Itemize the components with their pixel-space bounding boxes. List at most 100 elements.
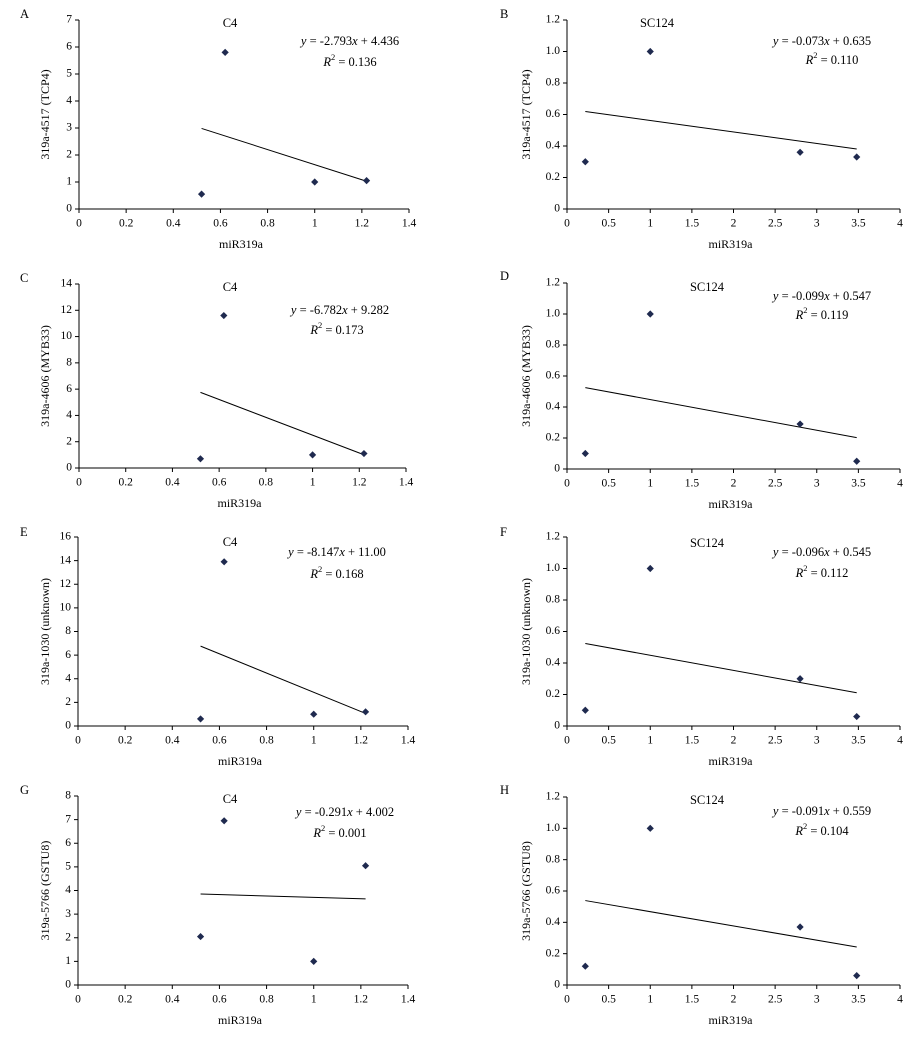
x-tick-label: 1 [310, 477, 316, 489]
trendline [200, 391, 365, 456]
trendline [585, 111, 857, 150]
x-tick-label: 1 [647, 994, 653, 1006]
regression-equation: y = -2.793x + 4.436 [299, 34, 399, 48]
chart-title: SC124 [690, 280, 725, 294]
data-point [361, 862, 370, 870]
regression-equation: y = -0.073x + 0.635 [771, 34, 871, 48]
x-tick-label: 1.4 [399, 477, 414, 489]
y-tick-label: 0.2 [546, 432, 561, 444]
y-axis-label: 319a-4517 (TCP4) [38, 69, 52, 159]
x-tick-label: 4 [897, 478, 903, 490]
data-point [221, 48, 229, 56]
data-point [362, 177, 371, 185]
x-axis-label: miR319a [709, 497, 754, 511]
data-point [311, 178, 319, 186]
r-squared-label: R2 = 0.119 [795, 305, 849, 322]
data-point [853, 457, 861, 465]
regression-equation: y = -0.091x + 0.559 [771, 804, 871, 818]
chart-title: SC124 [690, 536, 725, 550]
trendline [201, 127, 367, 182]
y-tick-label: 0.2 [546, 947, 561, 959]
x-tick-label: 0.5 [601, 994, 616, 1006]
y-tick-label: 8 [65, 625, 71, 637]
y-tick-label: 1.2 [546, 791, 561, 803]
y-tick-label: 12 [61, 304, 73, 316]
data-point [646, 564, 654, 573]
data-point [360, 449, 368, 458]
x-tick-label: 0.6 [212, 477, 227, 489]
x-tick-label: 1.4 [401, 735, 416, 747]
y-tick-label: 14 [61, 278, 73, 290]
y-tick-label: 1.2 [546, 531, 561, 543]
x-tick-label: 0.2 [118, 735, 133, 747]
x-tick-label: 1.2 [355, 218, 370, 230]
x-tick-label: 0.6 [212, 735, 227, 747]
panel-g: G 0 1 2 3 4 5 6 7 8 0 0.2 0.4 0.6 0.8 1 1.2 1.4 miR319a 319… [20, 783, 415, 1027]
x-tick-label: 1.5 [685, 735, 700, 747]
x-tick-label: 3 [814, 994, 820, 1006]
y-tick-label: 0.8 [546, 853, 561, 865]
y-tick-label: 2 [66, 149, 72, 161]
x-axis-label: miR319a [709, 754, 754, 768]
x-tick-label: 3 [814, 218, 820, 230]
y-tick-label: 5 [65, 861, 71, 873]
y-tick-label: 0.6 [546, 625, 561, 637]
y-axis-label: 319a-4606 (MYB33) [519, 325, 533, 427]
y-tick-label: 0.4 [546, 657, 561, 669]
x-tick-label: 0.8 [259, 477, 274, 489]
x-tick-label: 0.5 [601, 735, 616, 747]
x-tick-label: 0.8 [259, 994, 274, 1006]
y-axis-label: 319a-5766 (GSTU8) [519, 841, 533, 941]
data-point [310, 710, 318, 718]
chart-title: SC124 [690, 793, 725, 807]
y-tick-label: 14 [60, 554, 72, 566]
panel-label: F [500, 525, 507, 539]
x-tick-label: 2 [731, 478, 737, 490]
x-tick-label: 2 [731, 218, 737, 230]
trendline [585, 387, 857, 439]
regression-equation: y = -0.099x + 0.547 [771, 289, 871, 303]
y-tick-label: 8 [65, 790, 71, 802]
y-tick-label: 0.4 [546, 916, 561, 928]
trendline [200, 893, 366, 900]
x-tick-label: 3.5 [851, 994, 866, 1006]
y-tick-label: 7 [65, 813, 71, 825]
y-tick-label: 10 [60, 602, 72, 614]
panel-d: D 0 0.2 0.4 0.6 0.8 1.0 1.2 0 0.5 1 1.5 2 2.5 3 3.5 4 miR… [500, 269, 903, 511]
x-tick-label: 0.2 [119, 218, 134, 230]
data-point [646, 47, 654, 56]
data-point [361, 708, 370, 716]
trendline [585, 900, 857, 948]
panel-label: G [20, 783, 29, 797]
data-point [796, 675, 804, 683]
y-tick-label: 4 [66, 95, 72, 107]
x-tick-label: 2.5 [768, 218, 783, 230]
data-point [796, 148, 804, 156]
y-tick-label: 2 [65, 931, 71, 943]
x-tick-label: 0.5 [601, 478, 616, 490]
panel-c: C 0 2 4 6 8 10 12 14 0 0.2 0.4 0.6 0.8 1 1.2 1.4 miR319a 3… [20, 271, 413, 510]
chart-title: C4 [223, 16, 238, 30]
data-point [853, 153, 861, 161]
data-point [796, 923, 804, 931]
chart-title: C4 [223, 280, 238, 294]
panel-b: B 0 0.2 0.4 0.6 0.8 1.0 1.2 0 0.5 1 1.5 2 2.5 3 3.5 4 miR… [500, 7, 903, 251]
y-tick-label: 0.6 [546, 885, 561, 897]
x-tick-label: 3.5 [851, 218, 866, 230]
r-squared-label: R2 = 0.136 [322, 52, 376, 69]
panel-e: E 0 2 4 6 8 10 12 14 16 0 0.2 0.4 0.6 0.8 1 1.2 1.4 miR319… [20, 525, 415, 768]
x-tick-label: 0 [564, 218, 570, 230]
x-tick-label: 0.2 [119, 477, 134, 489]
r-squared-label: R2 = 0.110 [805, 50, 859, 67]
panel-f: F 0 0.2 0.4 0.6 0.8 1.0 1.2 0 0.5 1 1.5 2 2.5 3 3.5 4 miR… [500, 525, 903, 768]
x-tick-label: 1 [647, 478, 653, 490]
data-point [796, 420, 804, 428]
x-tick-label: 0.4 [165, 735, 180, 747]
data-point [196, 455, 205, 463]
y-tick-label: 0.2 [546, 688, 561, 700]
trendline [200, 645, 366, 714]
x-tick-label: 0.4 [165, 994, 180, 1006]
y-tick-label: 0 [66, 462, 72, 474]
data-point [220, 558, 228, 566]
r-squared-label: R2 = 0.168 [309, 564, 363, 581]
